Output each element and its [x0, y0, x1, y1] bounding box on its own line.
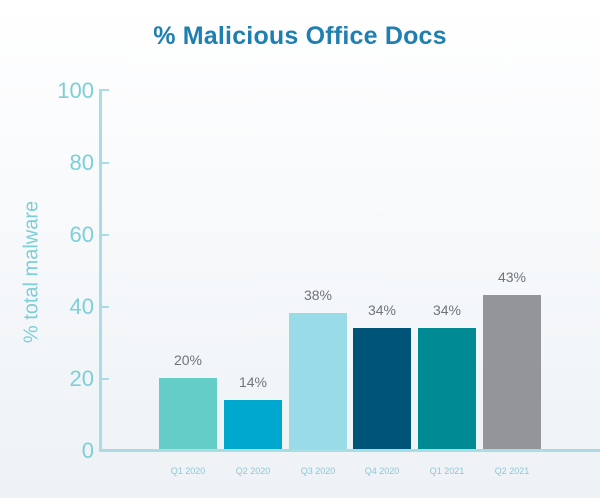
y-tick — [99, 306, 109, 308]
bar — [224, 399, 282, 450]
x-tick-label: Q1 2020 — [170, 466, 206, 476]
y-tick-label: 40 — [69, 294, 94, 319]
y-tick-label: 0 — [81, 438, 94, 463]
bar — [159, 378, 217, 450]
bar — [353, 327, 411, 450]
bar-value-label: 43% — [497, 269, 527, 286]
bar-value-label: 34% — [367, 301, 397, 318]
y-tick — [99, 378, 109, 380]
y-tick-label: 80 — [69, 150, 94, 175]
x-tick-label: Q3 2020 — [300, 466, 336, 476]
bar — [289, 313, 347, 450]
bar-value-label: 34% — [432, 301, 462, 318]
bar-value-label: 20% — [173, 352, 203, 368]
bar — [418, 327, 476, 450]
x-tick-label: Q4 2020 — [364, 466, 400, 476]
y-tick-label: 100 — [57, 78, 94, 103]
x-tick-label: Q1 2021 — [429, 466, 465, 476]
x-tick-label: Q2 2020 — [235, 466, 271, 476]
x-axis-line — [99, 449, 600, 452]
chart-title: % Malicious Office Docs — [153, 22, 447, 50]
x-tick-label: Q2 2021 — [494, 466, 530, 476]
bar-value-label: 38% — [303, 287, 333, 304]
bar — [483, 295, 541, 450]
y-tick — [99, 234, 109, 236]
y-tick-label: 60 — [69, 222, 94, 247]
bar-value-label: 14% — [238, 373, 268, 390]
y-tick-label: 20 — [69, 366, 94, 391]
y-tick — [99, 162, 109, 164]
y-axis-line — [99, 89, 102, 452]
y-tick — [99, 89, 109, 91]
